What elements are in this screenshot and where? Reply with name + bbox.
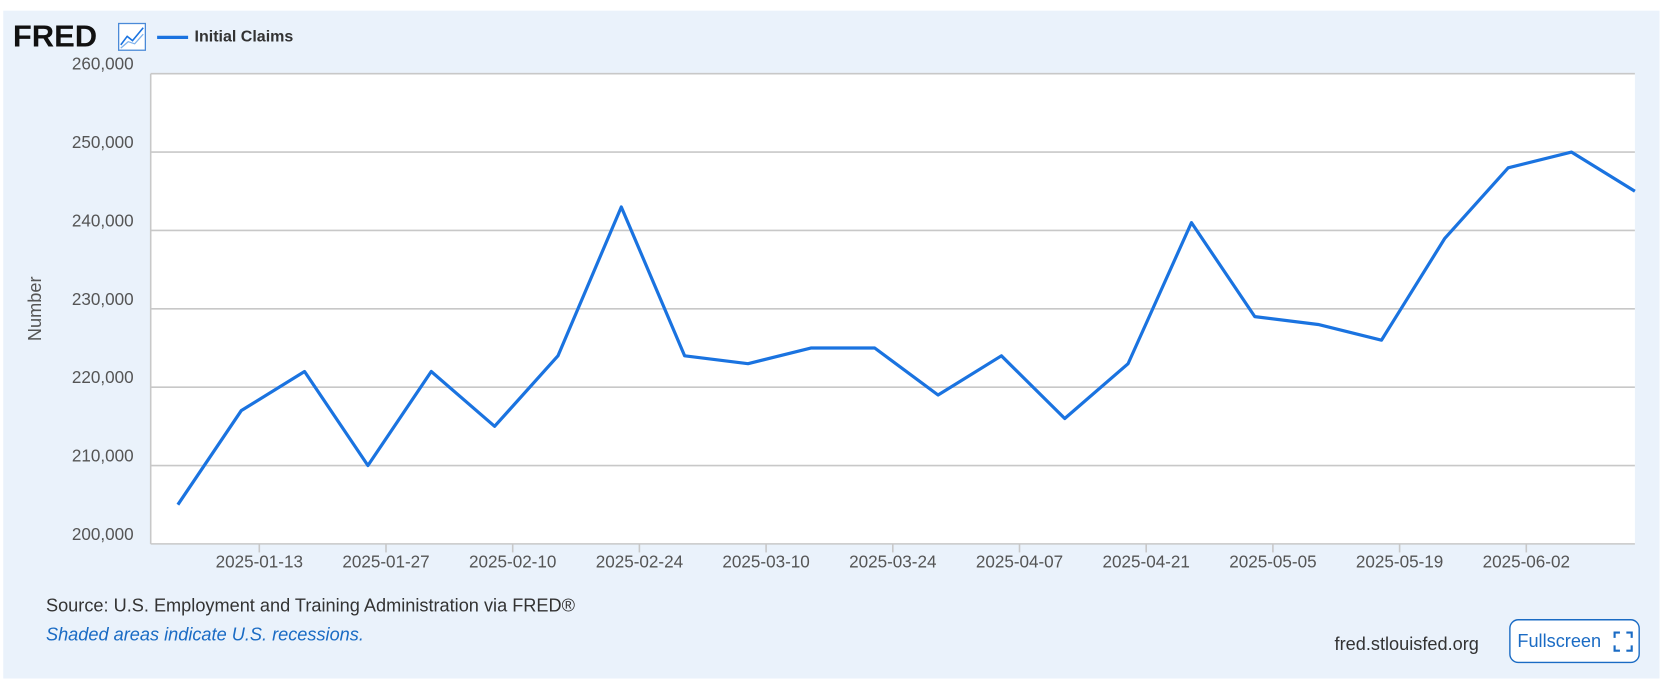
x-tick-label: 2025-02-10: [469, 553, 556, 572]
source: Source: U.S. Employment and Training Adm…: [46, 596, 576, 616]
y-tick-label: 260,000: [72, 55, 134, 74]
logo: FRED: [13, 19, 97, 54]
x-tick-label: 2025-01-13: [216, 553, 303, 572]
y-tick-label: 240,000: [72, 211, 134, 230]
x-tick-label: 2025-03-24: [849, 553, 936, 572]
note: Shaded areas indicate U.S. recessions.: [46, 625, 364, 645]
y-tick-label: 230,000: [72, 290, 134, 309]
y-axis-label: Number: [25, 277, 45, 342]
y-tick-label: 210,000: [72, 446, 134, 465]
fullscreen-label[interactable]: Fullscreen: [1517, 631, 1601, 651]
x-tick-label: 2025-06-02: [1483, 553, 1570, 572]
legend-label: Initial Claims: [195, 28, 294, 46]
x-tick-label: 2025-05-19: [1356, 553, 1443, 572]
fullscreen-button[interactable]: Fullscreen: [1509, 619, 1640, 664]
y-tick-label: 250,000: [72, 133, 134, 152]
x-tick-label: 2025-04-21: [1103, 553, 1190, 572]
x-tick-label: 2025-04-07: [976, 553, 1063, 572]
y-tick-label: 200,000: [72, 525, 134, 544]
y-tick-label: 220,000: [72, 368, 134, 387]
x-tick-label: 2025-05-05: [1229, 553, 1316, 572]
x-tick-label: 2025-01-27: [342, 553, 429, 572]
site-link[interactable]: fred.stlouisfed.org: [1335, 634, 1479, 654]
logo-icon: [118, 22, 147, 51]
x-tick-label: 2025-03-10: [722, 553, 809, 572]
x-tick-label: 2025-02-24: [596, 553, 683, 572]
series-line: [176, 150, 1636, 506]
